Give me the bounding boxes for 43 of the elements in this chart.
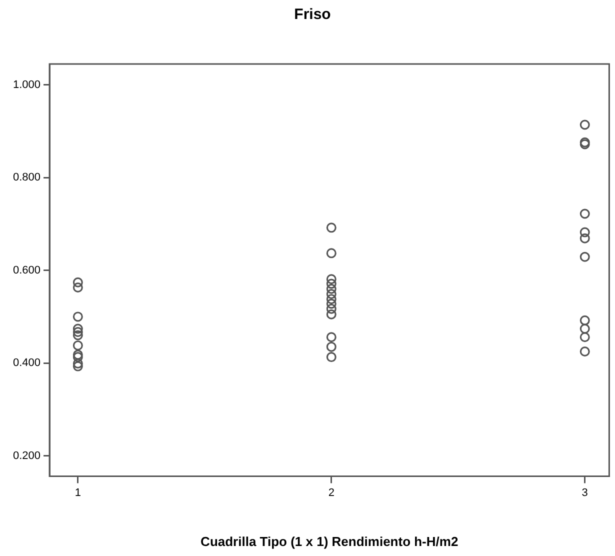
y-tick-label: 0.200 xyxy=(12,450,41,462)
point xyxy=(580,120,590,130)
y-tick-label: 0.600 xyxy=(12,264,41,276)
point xyxy=(580,252,590,262)
x-tick-label: 2 xyxy=(328,486,334,499)
point xyxy=(326,352,336,362)
point xyxy=(326,332,336,342)
point xyxy=(72,327,83,337)
point xyxy=(580,227,590,238)
point xyxy=(72,340,83,350)
x-axis-title: Cuadrilla Tipo (1 x 1) Rendimiento h-H/m2 xyxy=(200,534,458,549)
point xyxy=(580,346,590,356)
point xyxy=(72,361,83,372)
point xyxy=(72,358,83,369)
point xyxy=(326,294,336,304)
point xyxy=(326,222,336,233)
point xyxy=(326,304,336,314)
point xyxy=(326,298,336,309)
point xyxy=(72,330,83,340)
point xyxy=(72,277,83,288)
point xyxy=(580,315,590,326)
point xyxy=(326,288,336,299)
point xyxy=(580,324,590,334)
point xyxy=(72,352,83,362)
point xyxy=(580,332,590,342)
point xyxy=(326,278,336,289)
y-tick-label: 1.000 xyxy=(12,78,41,91)
x-tick-label: 1 xyxy=(74,486,81,499)
point xyxy=(326,274,336,284)
point xyxy=(326,284,336,294)
point xyxy=(580,208,590,219)
point xyxy=(72,282,83,292)
point xyxy=(72,324,83,334)
y-tick-label: 0.400 xyxy=(12,357,41,370)
y-tick-label: 0.800 xyxy=(12,172,41,184)
chart-title: Friso xyxy=(294,6,331,24)
point xyxy=(580,233,590,244)
point xyxy=(72,350,83,360)
point xyxy=(326,248,336,258)
point xyxy=(326,342,336,352)
point xyxy=(72,312,83,322)
x-tick-label: 3 xyxy=(582,486,588,499)
point xyxy=(326,309,336,320)
